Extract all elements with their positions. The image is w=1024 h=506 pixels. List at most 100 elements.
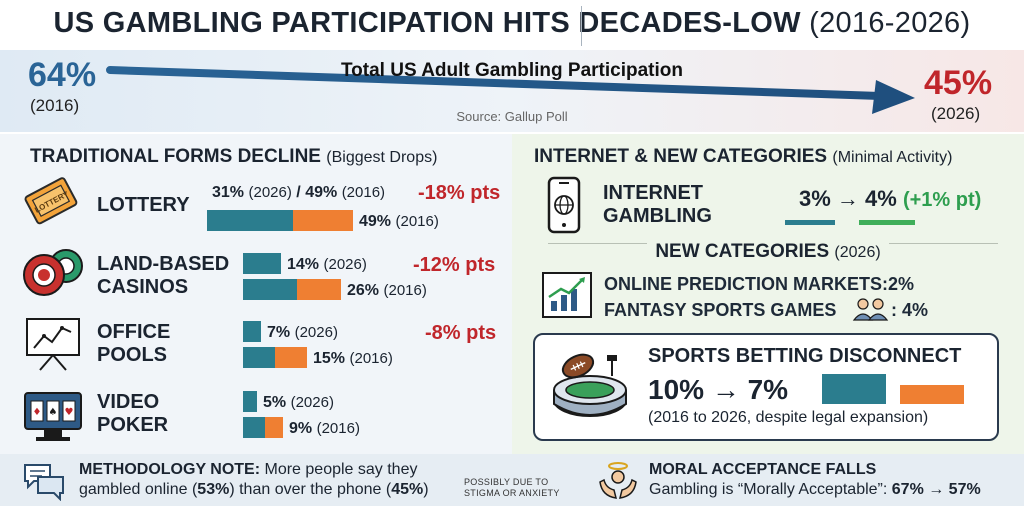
title-years: (2016-2026)	[809, 7, 971, 39]
moral-title: MORAL ACCEPTANCE FALLS	[649, 461, 877, 478]
office-pools-bar-2016	[275, 347, 307, 368]
lottery-2016: 49%	[305, 184, 338, 201]
method-text2a: gambled online (	[79, 481, 198, 498]
internet-heading-note: (Minimal Activity)	[832, 149, 953, 166]
internet-change: (+1% pt)	[902, 189, 982, 211]
lottery-bar-year: (2016)	[395, 213, 439, 230]
video-poker-2016-year: (2016)	[316, 420, 360, 437]
stadium-football-icon	[553, 353, 627, 417]
fantasy-sports-label: FANTASY SPORTS GAMES	[604, 300, 837, 320]
chat-bubbles-icon	[24, 464, 64, 501]
footer	[0, 454, 1024, 506]
office-pools-2016: 15%	[313, 350, 346, 367]
banner-title: Total US Adult Gambling Participation	[340, 60, 683, 81]
video-poker-2016-label: 9% (2016)	[289, 420, 360, 438]
method-aside-line2: STIGMA OR ANXIETY	[464, 488, 560, 498]
lottery-ticket-icon: LOTTERY	[24, 177, 78, 225]
office-pools-2026: 7%	[267, 324, 291, 341]
method-line2: gambled online (53%) than over the phone…	[79, 481, 429, 499]
svg-text:♠: ♠	[49, 407, 58, 418]
internet-bar-2016	[785, 220, 835, 225]
office-pools-bar-2016-teal	[243, 347, 275, 368]
svg-text:♦: ♦	[33, 407, 42, 418]
sports-bar-2026	[900, 385, 964, 404]
svg-text:♥: ♥	[65, 407, 74, 418]
internet-heading-text: INTERNET & NEW CATEGORIES	[534, 146, 828, 167]
method-pct-phone: 45%	[391, 481, 424, 498]
people-icon	[852, 298, 889, 321]
casinos-2016: 26%	[347, 282, 380, 299]
moral-values: 67% → 57%	[891, 481, 981, 498]
office-pools-label-line2: POOLS	[97, 344, 168, 366]
lottery-2016-year: (2016)	[341, 184, 386, 201]
lottery-values: 31% (2026) / 49% (2016)	[212, 184, 385, 202]
video-poker-label: VIDEO POKER	[97, 391, 168, 437]
method-aside-line1: POSSIBLY DUE TO	[464, 477, 549, 487]
growth-chart-icon	[542, 272, 592, 318]
internet-to: 4%	[865, 186, 897, 211]
sports-heading: SPORTS BETTING DISCONNECT	[648, 345, 962, 367]
internet-gambling-label: INTERNET GAMBLING	[603, 182, 712, 228]
lottery-label: LOTTERY	[97, 194, 190, 216]
method-line1: METHODOLOGY NOTE: More people say they	[79, 461, 417, 479]
method-text2b: ) than over the phone (	[229, 481, 392, 498]
casinos-label: LAND-BASED CASINOS	[97, 253, 229, 299]
sports-note: (2016 to 2026, despite legal expansion)	[648, 409, 929, 426]
video-poker-2026-label: 5% (2026)	[263, 394, 334, 412]
sports-to: 7%	[747, 374, 789, 405]
moral-title-wrap: MORAL ACCEPTANCE FALLS	[649, 461, 876, 479]
casinos-drop: -12% pts	[413, 254, 496, 276]
method-text2c: )	[423, 481, 429, 498]
casinos-2026: 14%	[287, 256, 320, 273]
video-poker-2026-year: (2026)	[290, 394, 334, 411]
prediction-markets-value: 2%	[888, 274, 915, 294]
casinos-label-line2: CASINOS	[97, 276, 189, 298]
internet-from: 3%	[799, 186, 831, 211]
video-poker-bar-2016-teal	[243, 417, 265, 438]
internet-arrow: →	[836, 186, 859, 211]
internet-label-line2: GAMBLING	[603, 205, 712, 227]
traditional-heading-text: TRADITIONAL FORMS DECLINE	[30, 146, 321, 167]
video-poker-label-line1: VIDEO	[97, 391, 160, 413]
casinos-2016-year: (2016)	[383, 282, 427, 299]
office-pools-2026-year: (2026)	[294, 324, 338, 341]
video-poker-bar-2016	[265, 417, 283, 438]
video-poker-label-line2: POKER	[97, 414, 169, 436]
lottery-bar-label: 49% (2016)	[359, 213, 439, 231]
lottery-2026-year: (2026)	[248, 184, 292, 201]
traditional-heading-note: (Biggest Drops)	[326, 149, 438, 166]
moral-text: Gambling is “Morally Acceptable”:	[649, 481, 892, 498]
section-divider	[548, 243, 998, 244]
title-main: US GAMBLING PARTICIPATION HITS DECADES-L…	[53, 7, 801, 39]
method-text1: More people say they	[260, 461, 418, 478]
page-title: US GAMBLING PARTICIPATION HITS DECADES-L…	[0, 0, 1024, 46]
casinos-label-line1: LAND-BASED	[97, 253, 230, 275]
source-label: Source: Gallup Poll	[456, 109, 568, 124]
method-title: METHODOLOGY NOTE:	[79, 461, 261, 478]
start-value: 64%	[28, 56, 97, 94]
prediction-markets-line: ONLINE PREDICTION MARKETS:2%	[604, 274, 914, 295]
casino-chips-icon	[23, 249, 83, 296]
fantasy-sports-value: : 4%	[891, 300, 929, 320]
start-year: (2016)	[30, 96, 80, 115]
casinos-2026-year: (2026)	[323, 256, 367, 273]
office-pools-label: OFFICE POOLS	[97, 321, 170, 367]
lottery-drop: -18% pts	[418, 182, 501, 204]
end-value: 45%	[924, 64, 993, 102]
internet-bar-2026	[859, 220, 915, 225]
moral-line: Gambling is “Morally Acceptable”: 67% → …	[649, 481, 981, 499]
internet-values: 3% → 4% (+1% pt)	[799, 186, 981, 212]
video-poker-machine-icon: ♦ ♠ ♥	[24, 392, 82, 441]
method-pct-online: 53%	[197, 481, 230, 498]
casinos-2026-label: 14% (2026)	[287, 256, 367, 274]
casinos-bar-2016-teal	[243, 279, 297, 300]
sports-values: 10% → 7%	[648, 374, 788, 406]
internet-label-line1: INTERNET	[603, 182, 703, 204]
casinos-bar-2016	[297, 279, 341, 300]
office-pools-2016-year: (2016)	[349, 350, 393, 367]
lottery-bar-2016	[293, 210, 353, 231]
end-year: (2026)	[931, 104, 981, 123]
method-aside: POSSIBLY DUE TO STIGMA OR ANXIETY	[464, 477, 560, 499]
lottery-sep: /	[296, 184, 301, 201]
hands-halo-icon	[599, 462, 637, 499]
